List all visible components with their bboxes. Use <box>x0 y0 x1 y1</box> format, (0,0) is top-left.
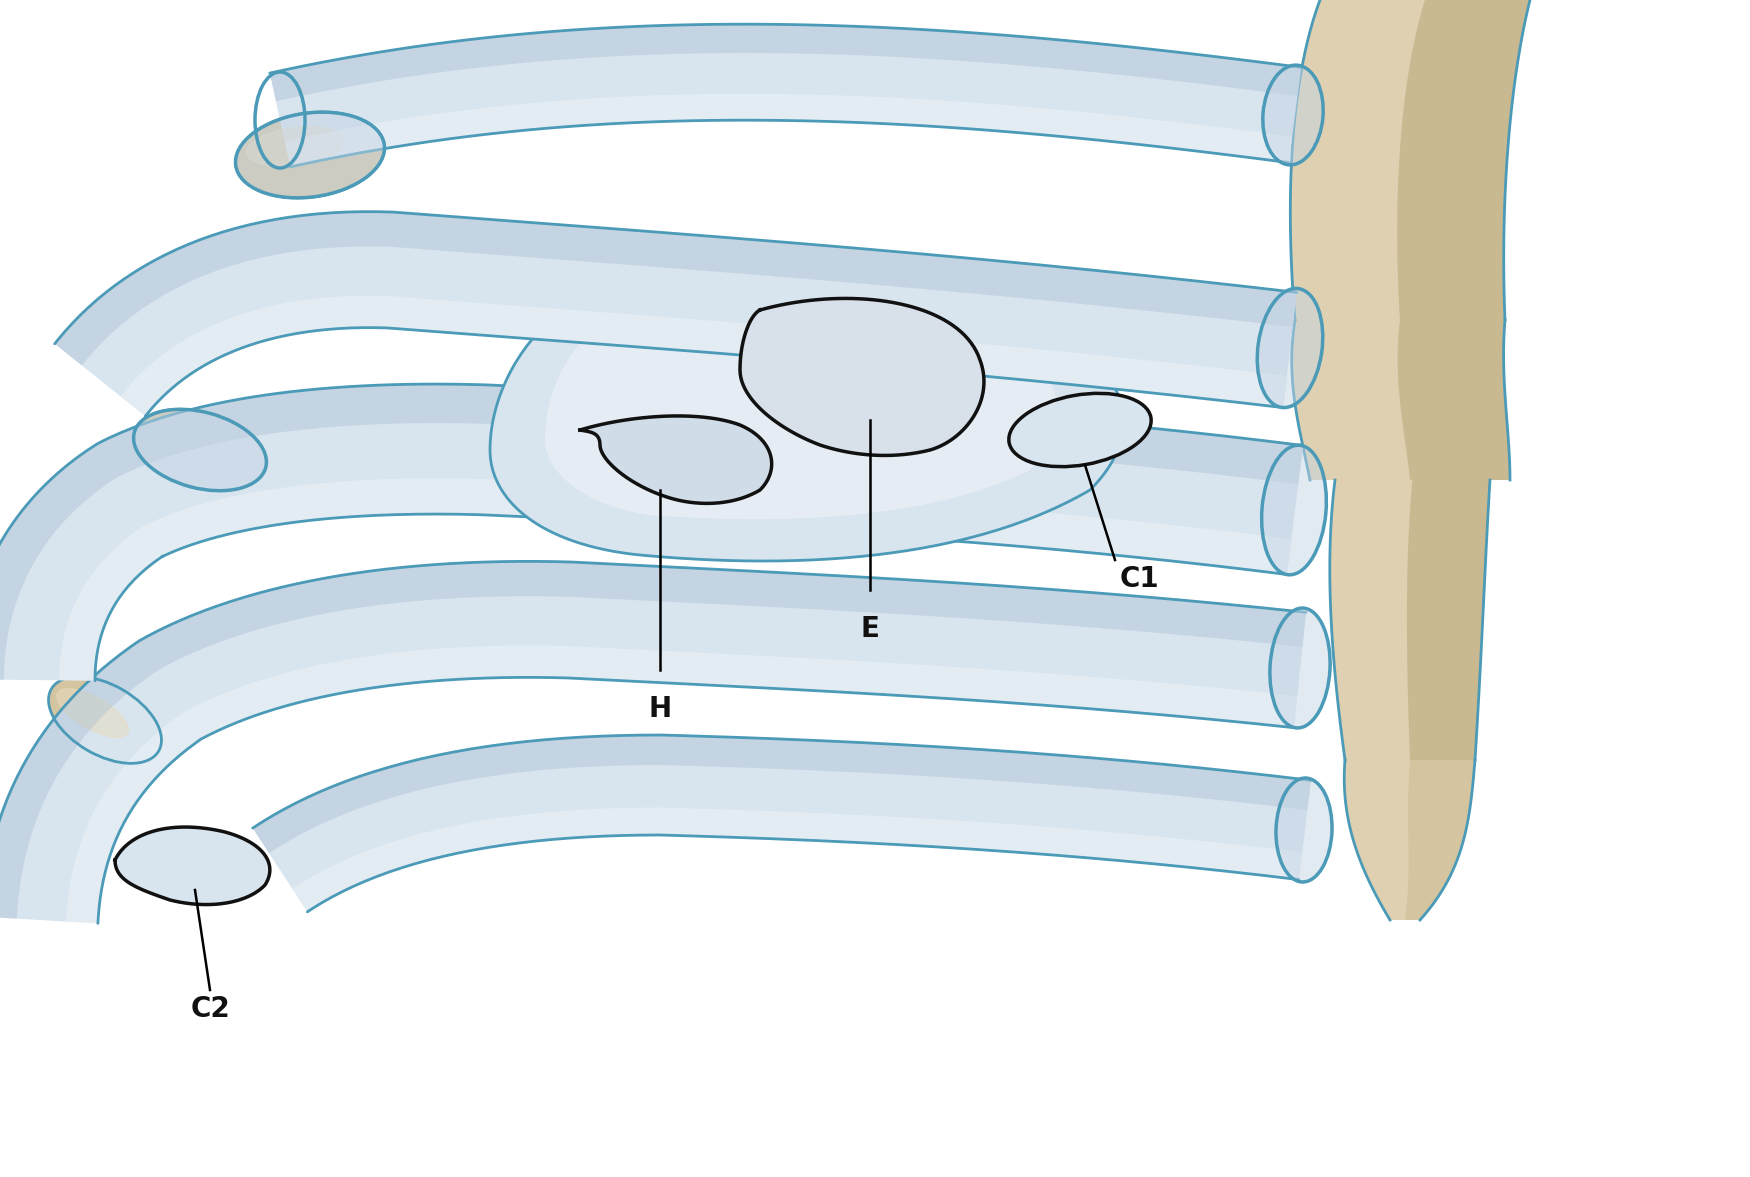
Text: H: H <box>649 694 672 723</box>
Polygon shape <box>1396 0 1530 320</box>
Polygon shape <box>252 734 1311 912</box>
Ellipse shape <box>247 127 343 166</box>
Polygon shape <box>1398 320 1510 480</box>
Polygon shape <box>66 645 1297 924</box>
Polygon shape <box>1330 480 1412 760</box>
Polygon shape <box>1292 320 1410 480</box>
Polygon shape <box>740 299 984 455</box>
Ellipse shape <box>1008 393 1152 466</box>
Polygon shape <box>1344 760 1475 920</box>
Ellipse shape <box>49 677 161 764</box>
Ellipse shape <box>1270 609 1330 727</box>
Text: E: E <box>861 616 880 643</box>
Polygon shape <box>121 295 1286 417</box>
Polygon shape <box>285 94 1292 167</box>
Polygon shape <box>1290 0 1424 320</box>
Polygon shape <box>270 25 1302 167</box>
Text: C2: C2 <box>191 995 229 1023</box>
Ellipse shape <box>144 423 229 463</box>
Polygon shape <box>0 561 1306 918</box>
Ellipse shape <box>1276 778 1332 882</box>
Polygon shape <box>60 478 1292 680</box>
Ellipse shape <box>236 112 385 198</box>
Polygon shape <box>490 274 1124 561</box>
Polygon shape <box>1292 320 1510 480</box>
Polygon shape <box>0 561 1306 924</box>
Ellipse shape <box>1256 288 1323 407</box>
Polygon shape <box>1344 760 1410 920</box>
Polygon shape <box>0 384 1304 679</box>
Ellipse shape <box>1264 65 1323 165</box>
Polygon shape <box>1330 480 1489 760</box>
Polygon shape <box>270 25 1302 101</box>
Polygon shape <box>54 212 1297 417</box>
Polygon shape <box>544 295 1059 519</box>
Ellipse shape <box>133 410 266 491</box>
Text: C1: C1 <box>1120 565 1160 593</box>
Polygon shape <box>579 415 772 504</box>
Polygon shape <box>0 384 1304 680</box>
Polygon shape <box>116 827 270 905</box>
Polygon shape <box>1407 480 1489 760</box>
Ellipse shape <box>1262 445 1326 574</box>
Ellipse shape <box>133 410 266 491</box>
Polygon shape <box>54 212 1297 366</box>
Ellipse shape <box>236 112 385 198</box>
Polygon shape <box>292 807 1302 912</box>
Polygon shape <box>1290 0 1530 320</box>
Polygon shape <box>252 734 1311 853</box>
Ellipse shape <box>56 689 128 737</box>
